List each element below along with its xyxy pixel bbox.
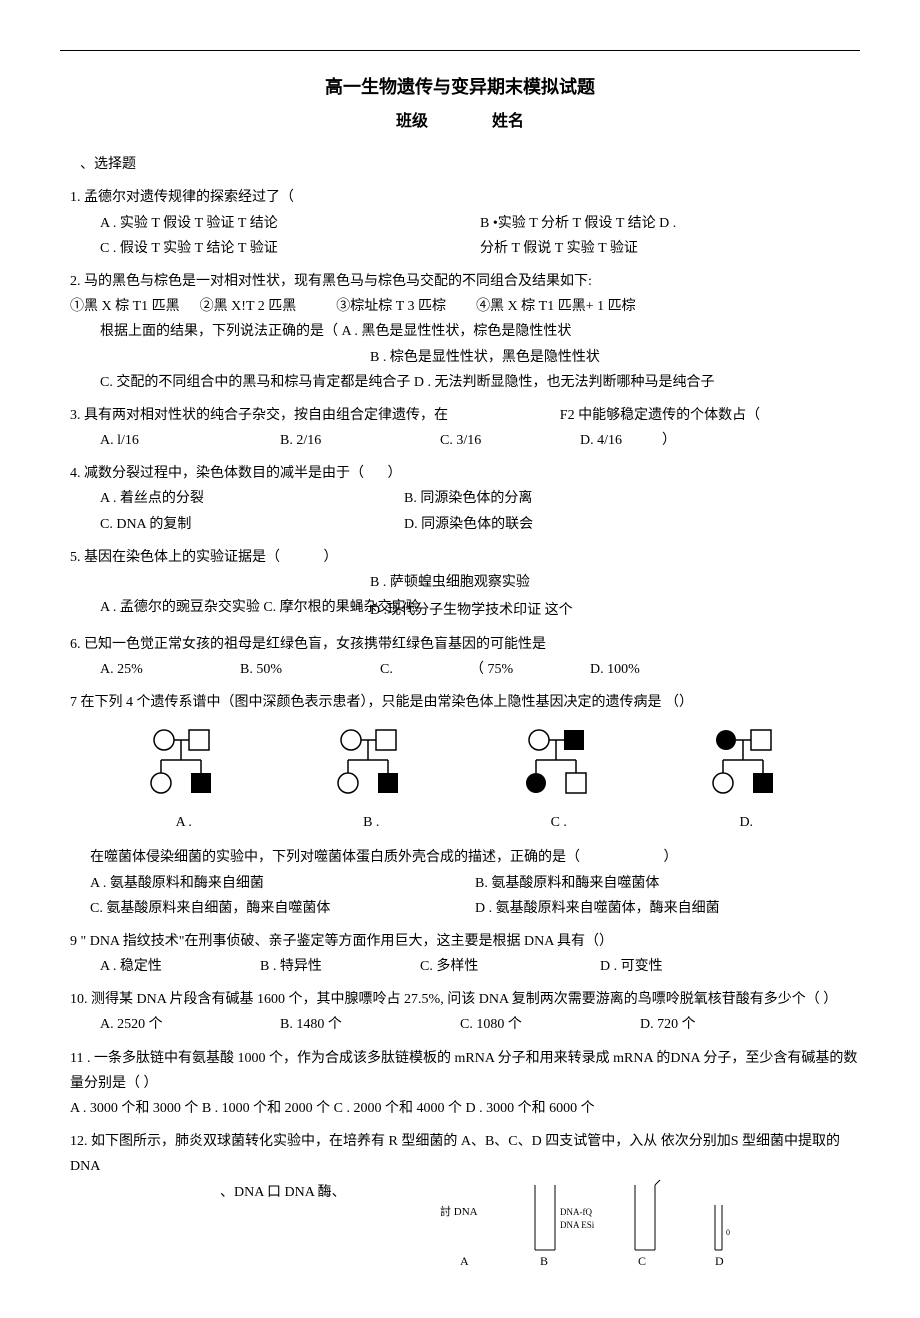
q5-paren: ） — [324, 550, 338, 565]
q2-c2: ②黑 X!T 2 匹黑 — [200, 294, 297, 319]
ped-label-c: C . — [514, 810, 604, 835]
q9-optC: C. 多样性 — [420, 954, 560, 979]
pedigree-d: D. — [701, 725, 791, 835]
question-7: 7 在下列 4 个遗传系谱中（图中深颜色表示患者），只能是由常染色体上隐性基因决… — [60, 690, 860, 835]
q7-text: 7 在下列 4 个遗传系谱中（图中深颜色表示患者），只能是由常染色体上隐性基因决… — [70, 690, 860, 715]
pedigree-b: B . — [326, 725, 416, 835]
q4-optD: D. 同源染色体的联会 — [404, 512, 533, 537]
tube-label-b: B — [540, 1254, 548, 1268]
q10-optC: C. 1080 个 — [460, 1012, 600, 1037]
q6-optB: B. 50% — [240, 657, 340, 682]
q5-optB: B . 萨顿蝗虫细胞观察实验 — [70, 570, 860, 595]
question-11: 11 . 一条多肽链中有氨基酸 1000 个，作为合成该多肽链模板的 mRNA … — [60, 1046, 860, 1122]
q1-optA: A . 实验 T 假设 T 验证 T 结论 — [100, 211, 480, 236]
tube-b-lab1: DNA-fQ — [560, 1207, 592, 1217]
ped-label-a: A . — [139, 810, 229, 835]
q3-text: 3. 具有两对相对性状的纯合子杂交，按自由组合定律遗传，在 — [70, 403, 560, 428]
q2-c1: ①黑 X 棕 T1 匹黑 — [70, 294, 180, 319]
q10-optB: B. 1480 个 — [280, 1012, 420, 1037]
q8-optD: D . 氨基酸原料来自噬菌体，酶来自细菌 — [475, 896, 720, 921]
q1-text: 1. 孟德尔对遗传规律的探索经过了（ — [70, 190, 294, 205]
q2-optC: C. 交配的不同组合中的黑马和棕马肯定都是纯合子 D . 无法判断显隐性，也无法… — [70, 370, 860, 395]
question-3: 3. 具有两对相对性状的纯合子杂交，按自由组合定律遗传，在 F2 中能够稳定遗传… — [60, 403, 860, 453]
question-10: 10. 测得某 DNA 片段含有碱基 1600 个，其中腺嘌呤占 27.5%, … — [60, 987, 860, 1037]
q8-paren: ） — [664, 850, 678, 865]
svg-text:0: 0 — [726, 1228, 730, 1237]
name-label: 姓名 — [492, 108, 524, 137]
top-rule — [60, 50, 860, 51]
q8-optA: A . 氨基酸原料和酶来自细菌 — [90, 871, 475, 896]
q2-c3: ③棕址棕 T 3 匹棕 — [336, 294, 446, 319]
q6-optA: A. 25% — [100, 657, 200, 682]
q2-line2: 根据上面的结果，下列说法正确的是（ A . 黑色是显性性状，棕色是隐性性状 — [70, 319, 860, 344]
q3-text2: F2 中能够稳定遗传的个体数占（ — [560, 403, 760, 428]
pedigree-a: A . — [139, 725, 229, 835]
q10-text: 10. 测得某 DNA 片段含有碱基 1600 个，其中腺嘌呤占 27.5%, … — [70, 987, 860, 1012]
q9-optD: D . 可变性 — [600, 954, 663, 979]
tube-label-a: A — [460, 1254, 469, 1268]
pedigree-a-svg — [139, 725, 229, 805]
q1-optC: C . 假设 T 实验 T 结论 T 验证 — [100, 236, 480, 261]
q1-optB: B •实验 T 分析 T 假设 T 结论 D . — [480, 211, 860, 236]
question-8: 在噬菌体侵染细菌的实验中，下列对噬菌体蛋白质外壳合成的描述，正确的是（ ） A … — [60, 845, 860, 921]
question-2: 2. 马的黑色与棕色是一对相对性状，现有黑色马与棕色马交配的不同组合及结果如下:… — [60, 269, 860, 395]
q10-optD: D. 720 个 — [640, 1012, 696, 1037]
question-6: 6. 已知一色觉正常女孩的祖母是红绿色盲，女孩携带红绿色盲基因的可能性是 A. … — [60, 632, 860, 682]
question-4: 4. 减数分裂过程中，染色体数目的减半是由于（ ） A . 着丝点的分裂 B. … — [60, 461, 860, 537]
q9-text: 9 " DNA 指纹技术"在刑事侦破、亲子鉴定等方面作用巨大，这主要是根据 DN… — [70, 929, 860, 954]
pedigree-b-svg — [326, 725, 416, 805]
tube-a-label: 討 DNA — [440, 1204, 478, 1218]
q9-optB: B . 特异性 — [260, 954, 380, 979]
class-label: 班级 — [396, 108, 428, 137]
q11-opts: A . 3000 个和 3000 个 B . 1000 个和 2000 个 C … — [70, 1096, 860, 1121]
q4-optC: C. DNA 的复制 — [100, 512, 404, 537]
q2-text: 2. 马的黑色与棕色是一对相对性状，现有黑色马与棕色马交配的不同组合及结果如下: — [70, 269, 860, 294]
q3-paren: ） — [662, 428, 676, 453]
ped-label-d: D. — [701, 810, 791, 835]
question-1: 1. 孟德尔对遗传规律的探索经过了（ A . 实验 T 假设 T 验证 T 结论… — [60, 185, 860, 261]
q8-text: 在噬菌体侵染细菌的实验中，下列对噬菌体蛋白质外壳合成的描述，正确的是（ — [90, 850, 580, 865]
tube-label-d: D — [715, 1254, 724, 1268]
tubes-diagram: 討 DNA A DNA-fQ DNA ESi B — [420, 1170, 760, 1270]
q4-optA: A . 着丝点的分裂 — [100, 486, 404, 511]
pedigree-row: A . B . — [90, 725, 840, 835]
q4-text: 4. 减数分裂过程中，染色体数目的减半是由于（ — [70, 466, 364, 481]
question-12: 12. 如下图所示，肺炎双球菌转化实验中，在培养有 R 型细菌的 A、B、C、D… — [60, 1129, 860, 1269]
q3-optB: B. 2/16 — [280, 428, 400, 453]
subtitle-row: 班级 姓名 — [60, 108, 860, 137]
pedigree-c: C . — [514, 725, 604, 835]
q6-optC: C. — [380, 657, 430, 682]
q3-optD: D. 4/16 — [580, 428, 622, 453]
q8-optB: B. 氨基酸原料和酶来自噬菌体 — [475, 871, 659, 896]
question-5: 5. 基因在染色体上的实验证据是（ ） B . 萨顿蝗虫细胞观察实验 A . 孟… — [60, 545, 860, 624]
q12-text2: 、DNA 口 DNA 酶、 — [70, 1180, 420, 1205]
q4-paren: ） — [388, 466, 402, 481]
pedigree-d-svg — [701, 725, 791, 805]
q1-optD: 分析 T 假说 T 实验 T 验证 — [480, 236, 860, 261]
pedigree-c-svg — [514, 725, 604, 805]
tube-b-lab2: DNA ESi — [560, 1220, 595, 1230]
tube-label-c: C — [638, 1254, 646, 1268]
q2-c4: ④黑 X 棕 T1 匹黑+ 1 匹棕 — [476, 294, 636, 319]
q6-optD: D. 100% — [590, 657, 640, 682]
question-9: 9 " DNA 指纹技术"在刑事侦破、亲子鉴定等方面作用巨大，这主要是根据 DN… — [60, 929, 860, 979]
q11-text: 11 . 一条多肽链中有氨基酸 1000 个，作为合成该多肽链模板的 mRNA … — [70, 1046, 860, 1096]
page-title: 高一生物遗传与变异期末模拟试题 — [60, 71, 860, 103]
q5-text: 5. 基因在染色体上的实验证据是（ — [70, 550, 280, 565]
q6-text: 6. 已知一色觉正常女孩的祖母是红绿色盲，女孩携带红绿色盲基因的可能性是 — [70, 632, 860, 657]
ped-label-b: B . — [326, 810, 416, 835]
section-header: 、选择题 — [80, 152, 860, 177]
q8-optC: C. 氨基酸原料来自细菌，酶来自噬菌体 — [90, 896, 475, 921]
q3-optA: A. l/16 — [100, 428, 240, 453]
q4-optB: B. 同源染色体的分离 — [404, 486, 532, 511]
q2-optB: B . 棕色是显性性状，黑色是隐性性状 — [70, 345, 860, 370]
q6-opt75: （ 75% — [470, 657, 550, 682]
q10-optA: A. 2520 个 — [100, 1012, 240, 1037]
q3-optC: C. 3/16 — [440, 428, 540, 453]
q9-optA: A . 稳定性 — [100, 954, 220, 979]
